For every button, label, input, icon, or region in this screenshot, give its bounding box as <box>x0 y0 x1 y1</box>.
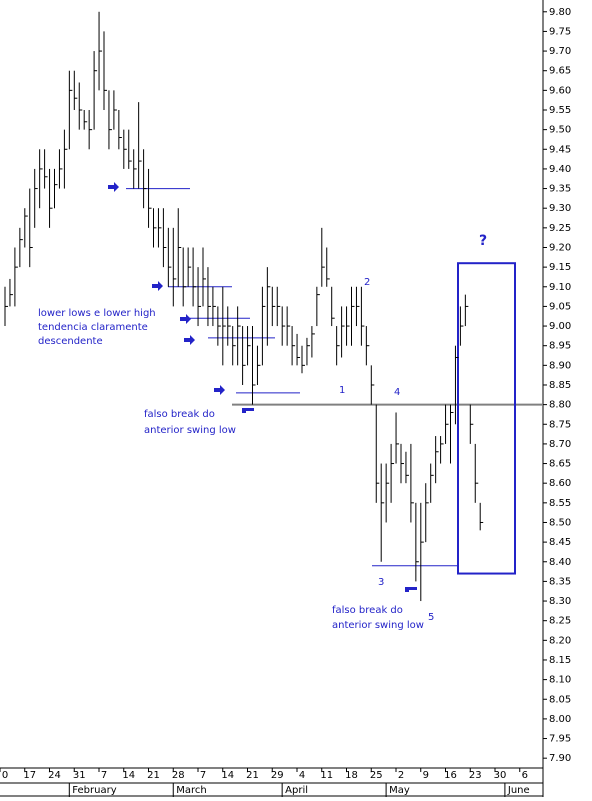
x-tick-label: 9 <box>423 770 429 781</box>
month-label: March <box>176 785 206 796</box>
y-tick-label: 8.45 <box>549 537 571 548</box>
x-tick-label: 4 <box>299 770 305 781</box>
x-tick-label: 31 <box>73 770 86 781</box>
y-tick-label: 8.40 <box>549 557 571 568</box>
y-tick-label: 8.80 <box>549 400 571 411</box>
x-tick-label: 18 <box>345 770 358 781</box>
annotation: tendencia claramente <box>38 322 148 333</box>
y-tick-label: 8.65 <box>549 459 571 470</box>
wave-label: 5 <box>428 612 434 623</box>
x-tick-label: 28 <box>172 770 185 781</box>
annotation: falso break do <box>144 409 215 420</box>
highlight-box <box>457 262 516 575</box>
x-tick-label: 24 <box>48 770 61 781</box>
arrow <box>108 182 119 192</box>
arrow <box>180 314 191 324</box>
x-tick-label: 14 <box>122 770 135 781</box>
x-tick-label: 2 <box>398 770 404 781</box>
y-tick-label: 9.45 <box>549 144 571 155</box>
x-tick-label: 7 <box>101 770 107 781</box>
hand-icon <box>405 587 417 592</box>
y-tick-label: 9.30 <box>549 203 571 214</box>
y-tick-label: 9.25 <box>549 223 571 234</box>
y-tick-label: 7.95 <box>549 734 571 745</box>
annotation: anterior swing low <box>144 425 236 436</box>
x-tick-label: 0 <box>2 770 8 781</box>
y-tick-label: 9.20 <box>549 242 571 253</box>
y-tick-label: 9.80 <box>549 7 571 18</box>
y-tick-label: 8.15 <box>549 655 571 666</box>
y-tick-label: 8.00 <box>549 714 571 725</box>
annotation: anterior swing low <box>332 620 424 631</box>
annotation: lower lows e lower high <box>38 308 156 319</box>
y-tick-label: 9.00 <box>549 321 571 332</box>
month-label: February <box>72 785 116 796</box>
wave-label: 4 <box>394 387 400 398</box>
y-tick-label: 8.75 <box>549 419 571 430</box>
y-tick-label: 8.70 <box>549 439 571 450</box>
y-tick-label: 9.05 <box>549 301 571 312</box>
month-label: April <box>285 785 308 796</box>
y-tick-label: 9.75 <box>549 26 571 37</box>
month-label: May <box>389 785 410 796</box>
y-tick-label: 8.35 <box>549 576 571 587</box>
y-tick-label: 9.15 <box>549 262 571 273</box>
wave-label: 3 <box>378 577 384 588</box>
y-tick-label: 8.60 <box>549 478 571 489</box>
y-tick-label: 9.60 <box>549 85 571 96</box>
y-tick-label: 8.95 <box>549 341 571 352</box>
x-tick-label: 6 <box>522 770 528 781</box>
arrow <box>214 385 225 395</box>
annotations: lower lows e lower high tendencia claram… <box>38 182 487 631</box>
x-tick-label: 30 <box>494 770 507 781</box>
x-tick-label: 29 <box>271 770 284 781</box>
x-tick-label: 23 <box>469 770 482 781</box>
y-tick-label: 8.90 <box>549 360 571 371</box>
x-tick-label: 25 <box>370 770 383 781</box>
hand-icon <box>242 408 254 413</box>
x-tick-label: 7 <box>200 770 206 781</box>
y-tick-label: 9.40 <box>549 164 571 175</box>
y-tick-label: 8.20 <box>549 635 571 646</box>
y-tick-label: 9.35 <box>549 184 571 195</box>
x-tick-label: 14 <box>221 770 234 781</box>
x-tick-label: 17 <box>23 770 36 781</box>
question-mark: ? <box>479 233 487 249</box>
y-tick-label: 8.25 <box>549 616 571 627</box>
y-tick-label: 8.10 <box>549 675 571 686</box>
y-tick-label: 8.55 <box>549 498 571 509</box>
y-tick-label: 8.30 <box>549 596 571 607</box>
wave-label: 2 <box>364 277 370 288</box>
x-tick-label: 21 <box>147 770 160 781</box>
y-tick-label: 9.10 <box>549 282 571 293</box>
arrows <box>108 182 417 592</box>
y-tick-label: 9.55 <box>549 105 571 116</box>
y-tick-label: 8.50 <box>549 517 571 528</box>
y-tick-label: 7.90 <box>549 753 571 764</box>
y-tick-label: 9.50 <box>549 125 571 136</box>
annotation: falso break do <box>332 605 403 616</box>
arrow <box>152 281 163 291</box>
arrow <box>184 335 195 345</box>
month-label: June <box>507 785 530 796</box>
y-tick-label: 9.70 <box>549 46 571 57</box>
y-tick-label: 9.65 <box>549 66 571 77</box>
x-tick-label: 16 <box>444 770 457 781</box>
y-tick-label: 8.05 <box>549 694 571 705</box>
y-tick-label: 8.85 <box>549 380 571 391</box>
wave-label: 1 <box>339 385 345 396</box>
x-tick-label: 11 <box>320 770 333 781</box>
x-tick-label: 21 <box>246 770 259 781</box>
annotation: descendente <box>38 336 103 347</box>
